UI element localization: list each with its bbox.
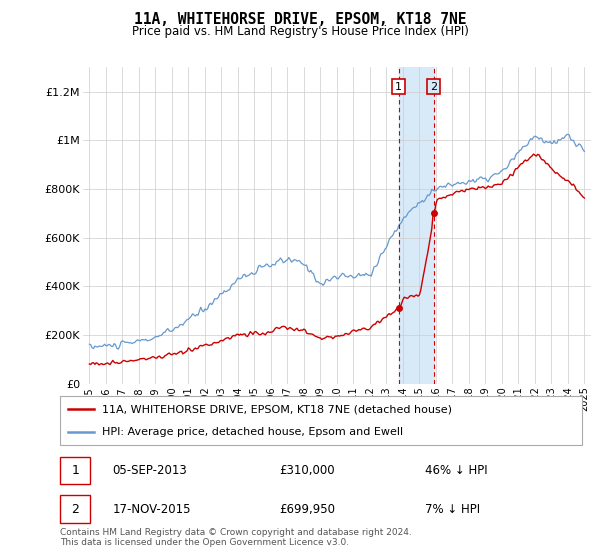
FancyBboxPatch shape xyxy=(60,456,90,484)
Text: 05-SEP-2013: 05-SEP-2013 xyxy=(112,464,187,477)
Text: £310,000: £310,000 xyxy=(279,464,335,477)
Text: 7% ↓ HPI: 7% ↓ HPI xyxy=(425,502,481,516)
Text: 1: 1 xyxy=(71,464,79,477)
Text: 46% ↓ HPI: 46% ↓ HPI xyxy=(425,464,488,477)
Text: 11A, WHITEHORSE DRIVE, EPSOM, KT18 7NE (detached house): 11A, WHITEHORSE DRIVE, EPSOM, KT18 7NE (… xyxy=(102,404,452,414)
FancyBboxPatch shape xyxy=(60,396,582,445)
Text: £699,950: £699,950 xyxy=(279,502,335,516)
Bar xyxy=(399,67,434,384)
Text: 1: 1 xyxy=(395,82,402,92)
Text: Price paid vs. HM Land Registry's House Price Index (HPI): Price paid vs. HM Land Registry's House … xyxy=(131,25,469,38)
Text: 17-NOV-2015: 17-NOV-2015 xyxy=(112,502,191,516)
FancyBboxPatch shape xyxy=(60,495,90,523)
Text: 2: 2 xyxy=(430,82,437,92)
Text: HPI: Average price, detached house, Epsom and Ewell: HPI: Average price, detached house, Epso… xyxy=(102,427,403,437)
Text: Contains HM Land Registry data © Crown copyright and database right 2024.
This d: Contains HM Land Registry data © Crown c… xyxy=(60,528,412,547)
Text: 2: 2 xyxy=(71,502,79,516)
Text: 11A, WHITEHORSE DRIVE, EPSOM, KT18 7NE: 11A, WHITEHORSE DRIVE, EPSOM, KT18 7NE xyxy=(134,12,466,27)
